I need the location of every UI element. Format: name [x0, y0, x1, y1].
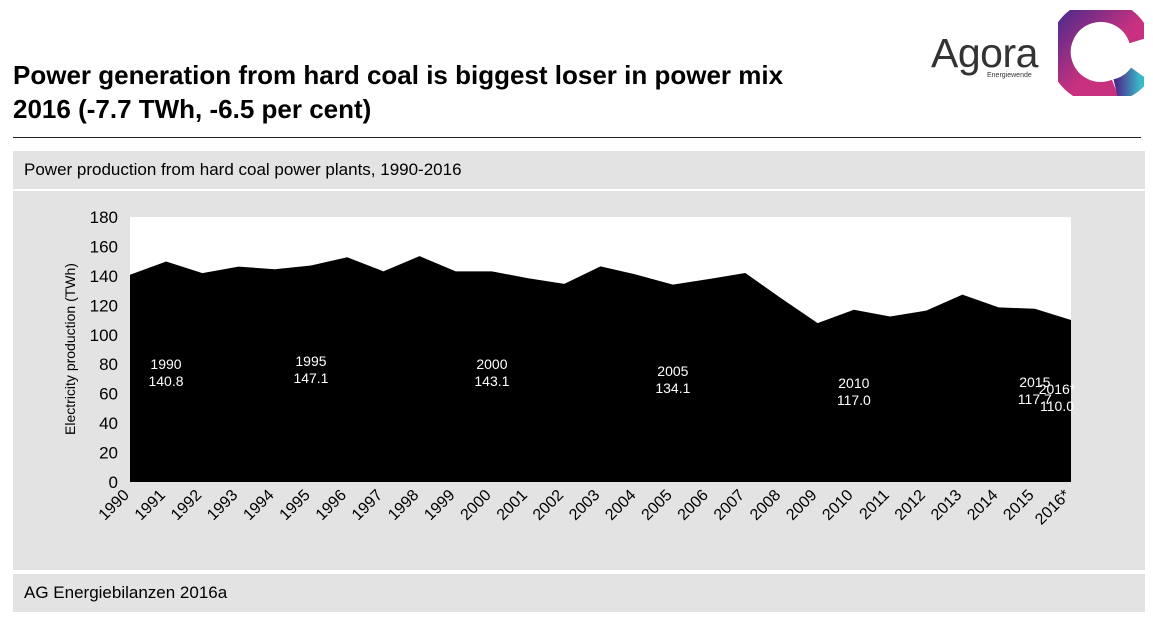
x-tick-label: 1990: [96, 487, 133, 524]
title-divider: [13, 137, 1141, 138]
y-tick-label: 100: [90, 326, 118, 345]
x-tick-label: 2004: [602, 487, 639, 524]
x-tick-label: 2016*: [1032, 487, 1074, 529]
annotation-year: 1995: [295, 353, 326, 369]
source-note: AG Energiebilanzen 2016a: [13, 574, 1145, 612]
x-tick-label: 2005: [639, 487, 676, 524]
area-chart: 0 20 40 60 80 100 120 140 160 180 Electricity prod…: [62, 208, 1076, 529]
logo-subtitle: Energiewende: [987, 72, 1032, 79]
x-tick-label: 2007: [711, 487, 748, 524]
y-tick-label: 40: [99, 414, 118, 433]
chart-subtitle: Power production from hard coal power pl…: [13, 151, 1145, 189]
x-tick-label: 2012: [892, 487, 929, 524]
y-tick-label: 140: [90, 267, 118, 286]
x-tick-label: 1991: [132, 487, 169, 524]
x-tick-label: 2006: [675, 487, 712, 524]
x-tick-label: 2001: [494, 487, 531, 524]
logo-wordmark: Agora: [931, 30, 1038, 76]
chart-title: Power generation from hard coal is bigge…: [13, 58, 913, 126]
x-tick-label: 1992: [168, 487, 205, 524]
annotation-year: 2005: [657, 363, 688, 379]
y-tick-label: 120: [90, 296, 118, 315]
x-tick-label: 1993: [204, 487, 241, 524]
series-area: [130, 256, 1071, 482]
x-tick-label: 1995: [277, 487, 314, 524]
x-tick-label: 1996: [313, 487, 350, 524]
x-tick-label: 2011: [857, 487, 893, 523]
y-tick-label: 20: [99, 444, 118, 463]
annotation-year: 2010: [838, 375, 869, 391]
annotation-value: 117.0: [837, 392, 871, 408]
x-tick-label: 2008: [747, 487, 784, 524]
annotation-year: 1990: [150, 356, 181, 372]
x-tick-label: 2003: [566, 487, 603, 524]
y-tick-label: 180: [90, 208, 118, 227]
x-tick-label: 1999: [421, 487, 458, 524]
x-tick-label: 2002: [530, 487, 567, 524]
annotation-value: 117.7: [1018, 391, 1052, 407]
x-tick-label: 1997: [349, 487, 386, 524]
annotation-value: 140.8: [148, 373, 183, 389]
annotation-value: 147.1: [293, 370, 328, 386]
x-tick-label: 2000: [458, 487, 495, 524]
title-line-1: Power generation from hard coal is bigge…: [13, 60, 784, 90]
x-tick-label: 1998: [385, 487, 422, 524]
x-tick-label: 2015: [1000, 487, 1037, 524]
annotation-year: 2000: [476, 356, 507, 372]
annotation-year: 2015: [1019, 374, 1050, 390]
annotation-year: 2016*: [1039, 381, 1076, 397]
title-line-2: 2016 (-7.7 TWh, -6.5 per cent): [13, 94, 372, 124]
x-tick-label: 2013: [928, 487, 965, 524]
x-tick-label: 2010: [819, 487, 856, 524]
y-tick-label: 60: [99, 385, 118, 404]
x-tick-label: 2009: [783, 487, 820, 524]
agora-logo: Agora Energiewende: [928, 10, 1144, 96]
chart-panel: 0 20 40 60 80 100 120 140 160 180 Electricity prod…: [13, 191, 1145, 570]
y-tick-label: 160: [90, 237, 118, 256]
annotation-value: 143.1: [474, 373, 509, 389]
annotation-value: 134.1: [655, 380, 690, 396]
logo-ring-icon: [1058, 10, 1144, 96]
y-axis-title: Electricity production (TWh): [62, 263, 78, 435]
y-tick-label: 80: [99, 355, 118, 374]
x-tick-label: 1994: [240, 487, 277, 524]
y-tick-label: 0: [109, 473, 118, 492]
x-tick-label: 2014: [964, 487, 1001, 524]
annotation-value: 110.0: [1040, 398, 1074, 414]
